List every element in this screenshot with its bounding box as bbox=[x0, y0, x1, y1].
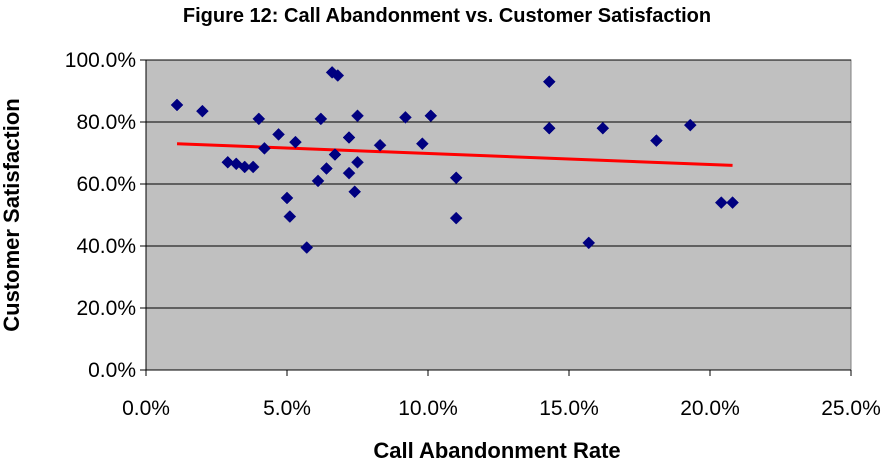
data-point bbox=[373, 138, 387, 152]
y-axis-ticks: 0.0% 20.0% 40.0% 60.0% 80.0% 100.0% bbox=[65, 49, 146, 382]
data-point bbox=[449, 171, 463, 185]
data-point bbox=[196, 104, 209, 118]
x-tick-label: 25.0% bbox=[821, 397, 881, 420]
data-point bbox=[542, 121, 556, 135]
data-point bbox=[328, 148, 342, 161]
x-tick-label: 0.0% bbox=[122, 397, 170, 420]
x-tick-label: 5.0% bbox=[263, 397, 311, 420]
data-point bbox=[726, 196, 739, 209]
data-point bbox=[683, 118, 697, 132]
data-point bbox=[314, 112, 328, 126]
data-point bbox=[351, 109, 364, 123]
x-tick-label: 10.0% bbox=[398, 397, 458, 420]
data-point bbox=[331, 69, 345, 82]
y-tick-label: 80.0% bbox=[76, 111, 136, 134]
data-point bbox=[289, 135, 302, 149]
y-tick-label: 100.0% bbox=[65, 49, 136, 72]
data-point bbox=[342, 166, 356, 180]
data-point bbox=[596, 121, 610, 135]
y-tick-label: 20.0% bbox=[76, 297, 136, 320]
data-point bbox=[283, 210, 297, 223]
data-point bbox=[221, 155, 235, 169]
data-point bbox=[424, 109, 438, 123]
plot-area bbox=[145, 59, 852, 371]
data-point bbox=[351, 155, 364, 169]
data-point bbox=[399, 110, 412, 124]
x-axis-title: Call Abandonment Rate bbox=[373, 438, 620, 462]
data-point bbox=[238, 160, 252, 174]
data-point bbox=[416, 137, 429, 151]
data-point bbox=[300, 241, 314, 254]
data-point bbox=[714, 196, 728, 209]
data-point bbox=[272, 128, 285, 141]
y-axis-title: Customer Satisfaction bbox=[0, 98, 24, 332]
chart-title: Figure 12: Call Abandonment vs. Customer… bbox=[183, 5, 711, 27]
x-axis-ticks: 0.0% 5.0% 10.0% 15.0% 20.0% 25.0% bbox=[122, 370, 881, 420]
data-point bbox=[348, 185, 362, 199]
data-points bbox=[170, 66, 739, 254]
data-point bbox=[170, 98, 184, 112]
x-tick-label: 15.0% bbox=[539, 397, 599, 420]
data-point bbox=[542, 75, 556, 89]
y-tick-label: 60.0% bbox=[76, 173, 136, 196]
y-tick-label: 0.0% bbox=[88, 359, 136, 382]
data-point bbox=[582, 236, 596, 250]
data-point bbox=[280, 191, 294, 205]
data-point bbox=[258, 141, 271, 155]
data-point bbox=[311, 174, 325, 188]
data-point bbox=[342, 131, 356, 144]
data-point bbox=[449, 211, 463, 225]
data-point bbox=[320, 162, 333, 175]
gridlines bbox=[145, 59, 851, 371]
data-point bbox=[246, 160, 260, 174]
data-point bbox=[252, 112, 266, 126]
x-tick-label: 20.0% bbox=[680, 397, 740, 420]
data-point bbox=[650, 134, 663, 147]
y-tick-label: 40.0% bbox=[76, 235, 136, 258]
